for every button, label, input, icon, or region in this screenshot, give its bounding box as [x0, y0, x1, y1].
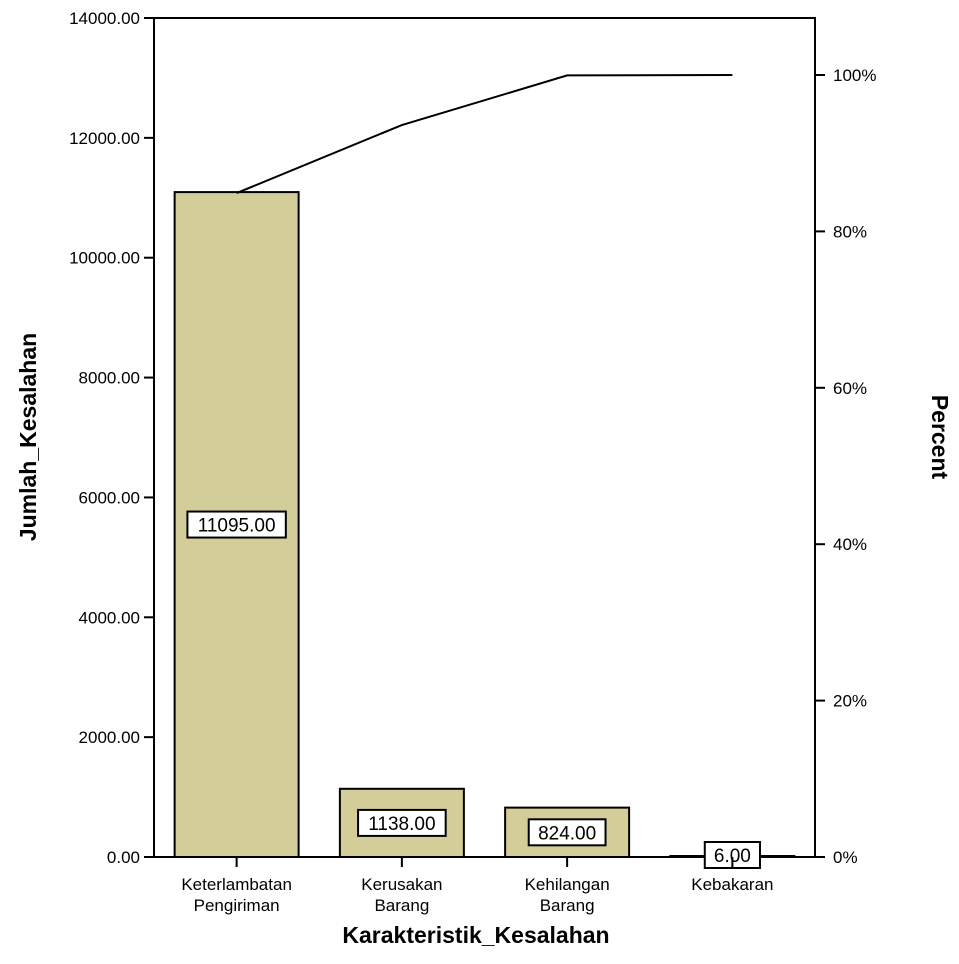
y2-tick-label: 0%	[833, 848, 858, 867]
data-label: 11095.00	[186, 510, 287, 539]
y-tick-label: 8000.00	[79, 369, 140, 388]
x-tick-label: Kehilangan	[525, 875, 610, 894]
x-axis-title: Karakteristik_Kesalahan	[342, 922, 609, 948]
cumulative-percent-line	[236, 74, 733, 195]
y-tick-label: 4000.00	[79, 608, 140, 627]
data-label-value: 1138.00	[368, 814, 435, 835]
data-label-value: 824.00	[538, 823, 596, 844]
data-label: 1138.00	[357, 808, 447, 837]
y2-tick-label: 20%	[833, 692, 867, 711]
x-tick-label: Barang	[540, 896, 595, 915]
x-tick-label: Keterlambatan	[181, 875, 292, 894]
y-tick-label: 6000.00	[79, 488, 140, 507]
y-axis-left: 0.00 2000.00 4000.00 6000.00 8000.00 10000.00…	[69, 9, 154, 867]
y-tick-label: 14000.00	[69, 9, 140, 28]
x-tick-label: Pengiriman	[194, 896, 280, 915]
x-tick-label: Kebakaran	[691, 875, 773, 894]
y2-axis-title: Percent	[927, 395, 953, 480]
y-axis-right: 0% 20% 40% 60% 80% 100%	[815, 66, 876, 867]
data-label-value: 11095.00	[198, 516, 276, 537]
y2-tick-label: 100%	[833, 66, 876, 85]
data-label-value: 6.00	[714, 846, 751, 867]
y-tick-label: 2000.00	[79, 728, 140, 747]
x-tick-label: Kerusakan	[361, 875, 442, 894]
data-label: 824.00	[527, 818, 607, 847]
data-label-box	[527, 818, 607, 847]
y2-tick-label: 80%	[833, 222, 867, 241]
cumulative-line-group	[236, 74, 733, 195]
x-axis: Keterlambatan Pengiriman Kerusakan Barang Ke…	[181, 857, 773, 915]
y-tick-label: 10000.00	[69, 249, 140, 268]
y-tick-label: 0.00	[107, 848, 140, 867]
x-tick-label: Barang	[374, 896, 429, 915]
data-label-box	[186, 510, 287, 539]
y-tick-label: 12000.00	[69, 129, 140, 148]
data-label-box	[357, 808, 447, 837]
y2-tick-label: 60%	[833, 379, 867, 398]
y-axis-title: Jumlah_Kesalahan	[15, 333, 41, 541]
y2-tick-label: 40%	[833, 535, 867, 554]
